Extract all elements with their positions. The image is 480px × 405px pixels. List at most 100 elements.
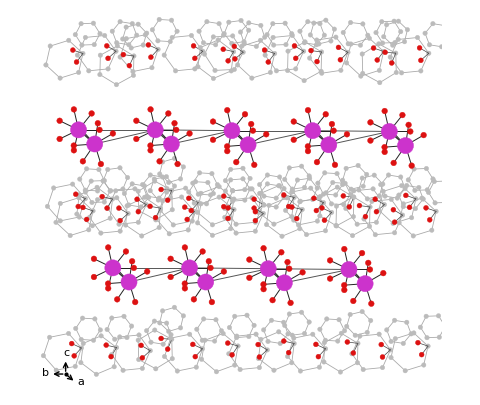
Circle shape xyxy=(121,368,125,373)
Circle shape xyxy=(196,192,201,196)
Circle shape xyxy=(374,209,379,214)
Circle shape xyxy=(332,27,336,31)
Circle shape xyxy=(135,197,140,202)
Circle shape xyxy=(348,192,353,196)
Circle shape xyxy=(125,335,129,340)
Circle shape xyxy=(200,338,204,343)
Circle shape xyxy=(163,136,180,152)
Circle shape xyxy=(146,195,151,200)
Circle shape xyxy=(290,333,295,337)
Circle shape xyxy=(357,203,362,208)
Circle shape xyxy=(283,208,288,213)
Circle shape xyxy=(356,163,360,168)
Circle shape xyxy=(374,220,379,224)
Circle shape xyxy=(148,204,153,209)
Circle shape xyxy=(250,196,254,200)
Circle shape xyxy=(225,148,230,154)
Circle shape xyxy=(340,178,345,183)
Circle shape xyxy=(303,40,307,44)
Circle shape xyxy=(169,333,173,337)
Circle shape xyxy=(336,339,340,343)
Circle shape xyxy=(215,182,220,187)
Circle shape xyxy=(229,352,235,357)
Circle shape xyxy=(395,196,399,200)
Circle shape xyxy=(406,122,411,128)
Circle shape xyxy=(382,202,386,207)
Circle shape xyxy=(273,51,277,56)
Circle shape xyxy=(187,332,192,337)
Circle shape xyxy=(368,138,373,143)
Circle shape xyxy=(254,332,258,337)
Circle shape xyxy=(201,49,205,53)
Circle shape xyxy=(183,186,188,190)
Circle shape xyxy=(322,218,327,223)
Circle shape xyxy=(172,184,177,188)
Circle shape xyxy=(355,222,360,226)
Circle shape xyxy=(259,191,263,196)
Circle shape xyxy=(384,23,389,27)
Circle shape xyxy=(235,63,240,67)
Circle shape xyxy=(83,188,87,192)
Circle shape xyxy=(122,191,127,196)
Circle shape xyxy=(386,173,391,177)
Circle shape xyxy=(161,342,166,346)
Circle shape xyxy=(208,265,214,271)
Circle shape xyxy=(419,352,424,357)
Circle shape xyxy=(305,123,321,139)
Circle shape xyxy=(158,206,163,211)
Circle shape xyxy=(193,179,198,184)
Circle shape xyxy=(292,43,297,48)
Circle shape xyxy=(324,347,328,351)
Circle shape xyxy=(247,257,252,262)
Circle shape xyxy=(352,195,356,200)
Circle shape xyxy=(171,223,176,227)
Circle shape xyxy=(106,167,110,172)
Circle shape xyxy=(140,355,145,360)
Circle shape xyxy=(413,207,418,211)
Circle shape xyxy=(286,204,291,209)
Circle shape xyxy=(345,324,349,328)
Circle shape xyxy=(265,173,270,177)
Circle shape xyxy=(99,334,103,338)
Circle shape xyxy=(289,214,294,219)
Circle shape xyxy=(152,177,156,181)
Circle shape xyxy=(221,269,227,274)
Circle shape xyxy=(292,341,296,346)
Circle shape xyxy=(89,179,94,183)
Circle shape xyxy=(355,360,360,365)
Circle shape xyxy=(399,112,405,118)
Circle shape xyxy=(200,249,205,254)
Circle shape xyxy=(382,149,387,155)
Circle shape xyxy=(314,43,319,47)
Circle shape xyxy=(398,30,403,34)
Circle shape xyxy=(405,320,409,324)
Circle shape xyxy=(241,166,245,171)
Circle shape xyxy=(193,354,198,359)
Circle shape xyxy=(224,143,230,149)
Circle shape xyxy=(412,167,416,171)
Circle shape xyxy=(194,365,199,369)
Circle shape xyxy=(132,54,136,58)
Circle shape xyxy=(228,178,233,182)
Circle shape xyxy=(199,202,203,206)
Circle shape xyxy=(94,372,98,377)
Circle shape xyxy=(154,367,158,371)
Circle shape xyxy=(302,185,307,190)
Circle shape xyxy=(291,137,297,143)
Circle shape xyxy=(425,188,430,192)
Circle shape xyxy=(321,200,326,205)
Circle shape xyxy=(370,199,374,204)
Circle shape xyxy=(108,354,113,359)
Circle shape xyxy=(136,22,140,26)
Circle shape xyxy=(131,69,135,74)
Circle shape xyxy=(394,70,398,75)
Circle shape xyxy=(257,365,262,370)
Circle shape xyxy=(175,369,180,373)
Circle shape xyxy=(106,67,110,71)
Circle shape xyxy=(77,196,81,200)
Circle shape xyxy=(403,369,408,373)
Circle shape xyxy=(189,208,193,213)
Circle shape xyxy=(86,136,103,152)
Circle shape xyxy=(124,25,128,29)
Circle shape xyxy=(83,196,88,201)
